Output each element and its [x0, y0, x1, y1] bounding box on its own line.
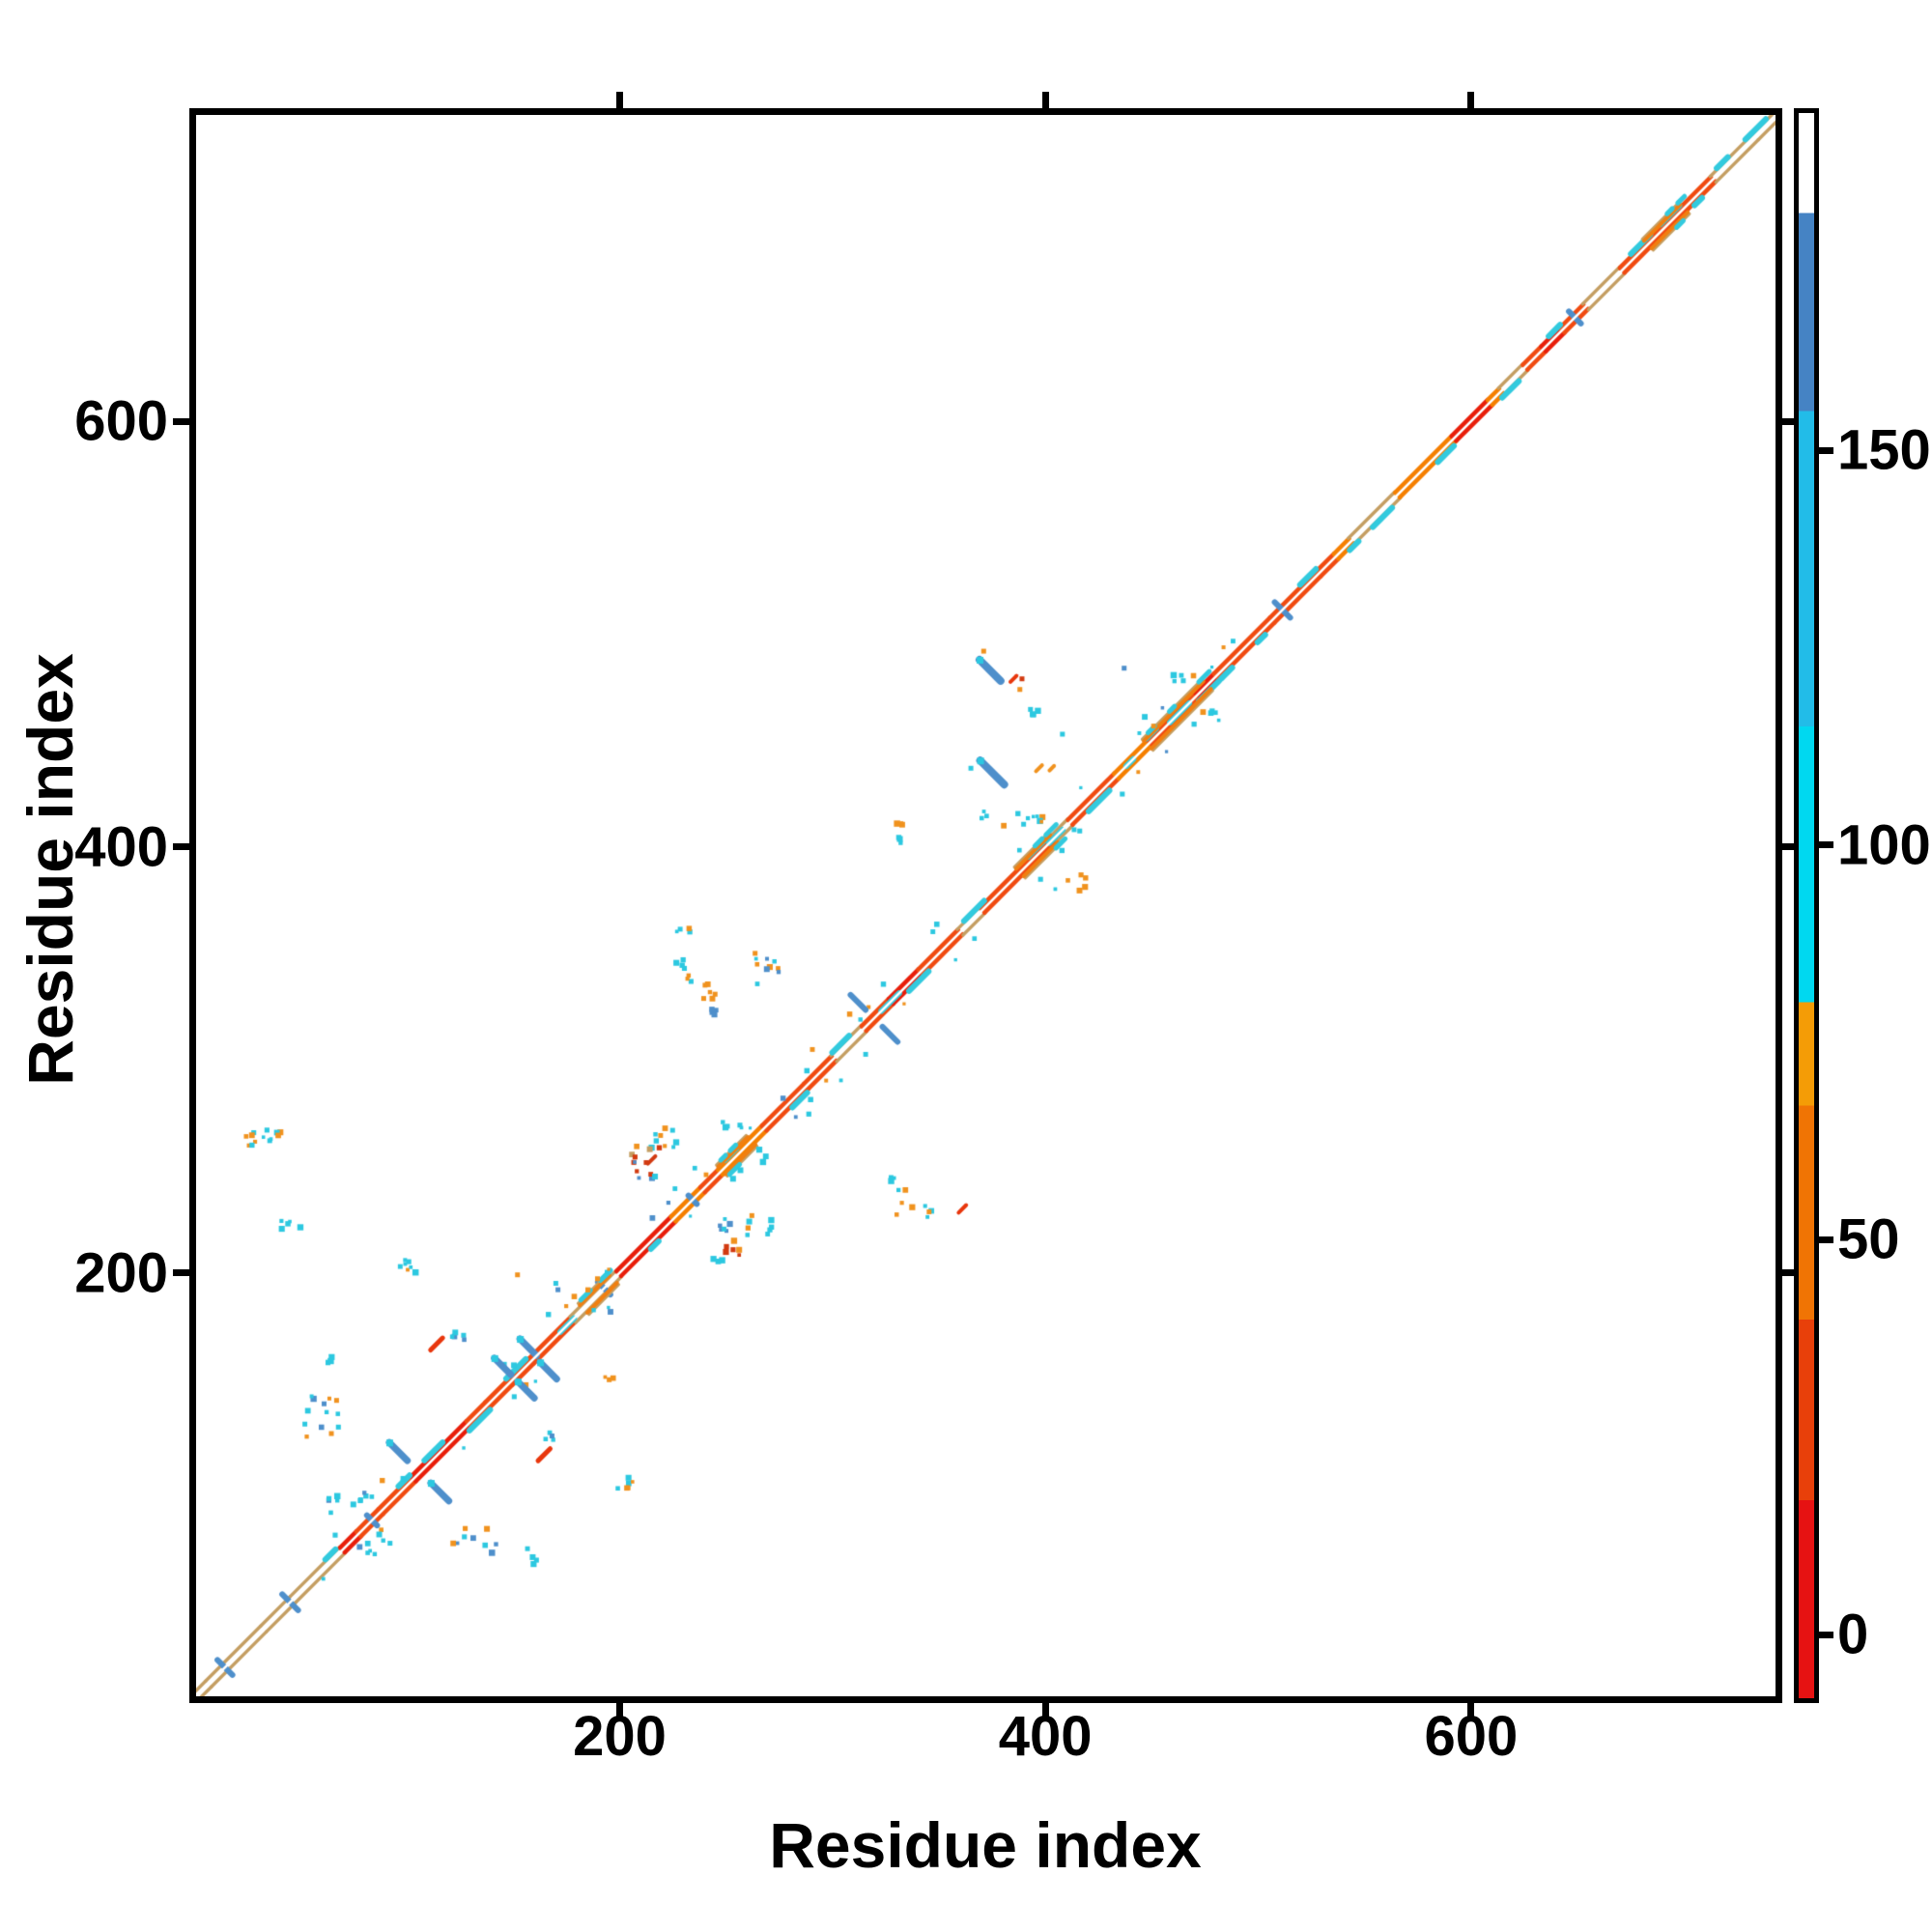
x-tick-top: [1041, 92, 1049, 108]
x-axis-title: Residue index: [769, 1809, 1202, 1881]
y-tick-label: 600: [74, 389, 168, 453]
y-tick-right: [1782, 843, 1799, 851]
y-tick-left: [173, 1269, 189, 1276]
colorbar-tick-label: 50: [1837, 1208, 1900, 1271]
colorbar-gradient: [1799, 113, 1814, 1698]
y-tick-label: 200: [74, 1241, 168, 1304]
colorbar-tick-label: 150: [1837, 418, 1931, 482]
y-tick-left: [173, 417, 189, 425]
x-tick-bottom: [615, 1703, 623, 1719]
x-tick-bottom: [1041, 1703, 1049, 1719]
x-tick-label: 200: [573, 1705, 667, 1768]
colorbar-tick-label: 100: [1837, 813, 1931, 877]
colorbar-tick: [1819, 1236, 1833, 1243]
x-tick-top: [1467, 92, 1475, 108]
x-tick-label: 600: [1424, 1705, 1519, 1768]
colorbar-tick-label: 0: [1837, 1603, 1869, 1666]
y-axis-title: Residue index: [14, 653, 86, 1086]
colorbar-tick: [1819, 841, 1833, 849]
colorbar-tick: [1819, 1631, 1833, 1638]
colorbar: [1794, 108, 1819, 1703]
colorbar-tick: [1819, 446, 1833, 454]
y-tick-label: 400: [74, 815, 168, 879]
contact-map-canvas: [196, 115, 1776, 1696]
x-tick-bottom: [1467, 1703, 1475, 1719]
y-tick-right: [1782, 1269, 1799, 1276]
x-tick-label: 400: [998, 1705, 1093, 1768]
x-tick-top: [615, 92, 623, 108]
y-tick-right: [1782, 417, 1799, 425]
y-tick-left: [173, 843, 189, 851]
